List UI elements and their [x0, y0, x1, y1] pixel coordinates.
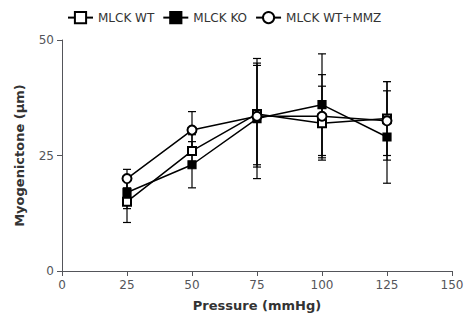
svg-text:125: 125: [376, 278, 399, 292]
svg-text:0: 0: [58, 278, 66, 292]
svg-text:50: 50: [39, 33, 54, 47]
svg-text:Myogenictone (μm): Myogenictone (μm): [12, 84, 27, 227]
svg-text:25: 25: [39, 149, 54, 163]
svg-text:25: 25: [119, 278, 134, 292]
svg-text:0: 0: [46, 264, 54, 278]
svg-text:100: 100: [311, 278, 334, 292]
svg-text:Pressure (mmHg): Pressure (mmHg): [193, 298, 321, 313]
svg-text:50: 50: [184, 278, 199, 292]
svg-text:MLCK WT: MLCK WT: [98, 11, 155, 25]
svg-text:MLCK WT+MMZ: MLCK WT+MMZ: [286, 11, 381, 25]
svg-text:150: 150: [441, 278, 464, 292]
svg-text:MLCK KO: MLCK KO: [193, 11, 247, 25]
svg-text:75: 75: [249, 278, 264, 292]
